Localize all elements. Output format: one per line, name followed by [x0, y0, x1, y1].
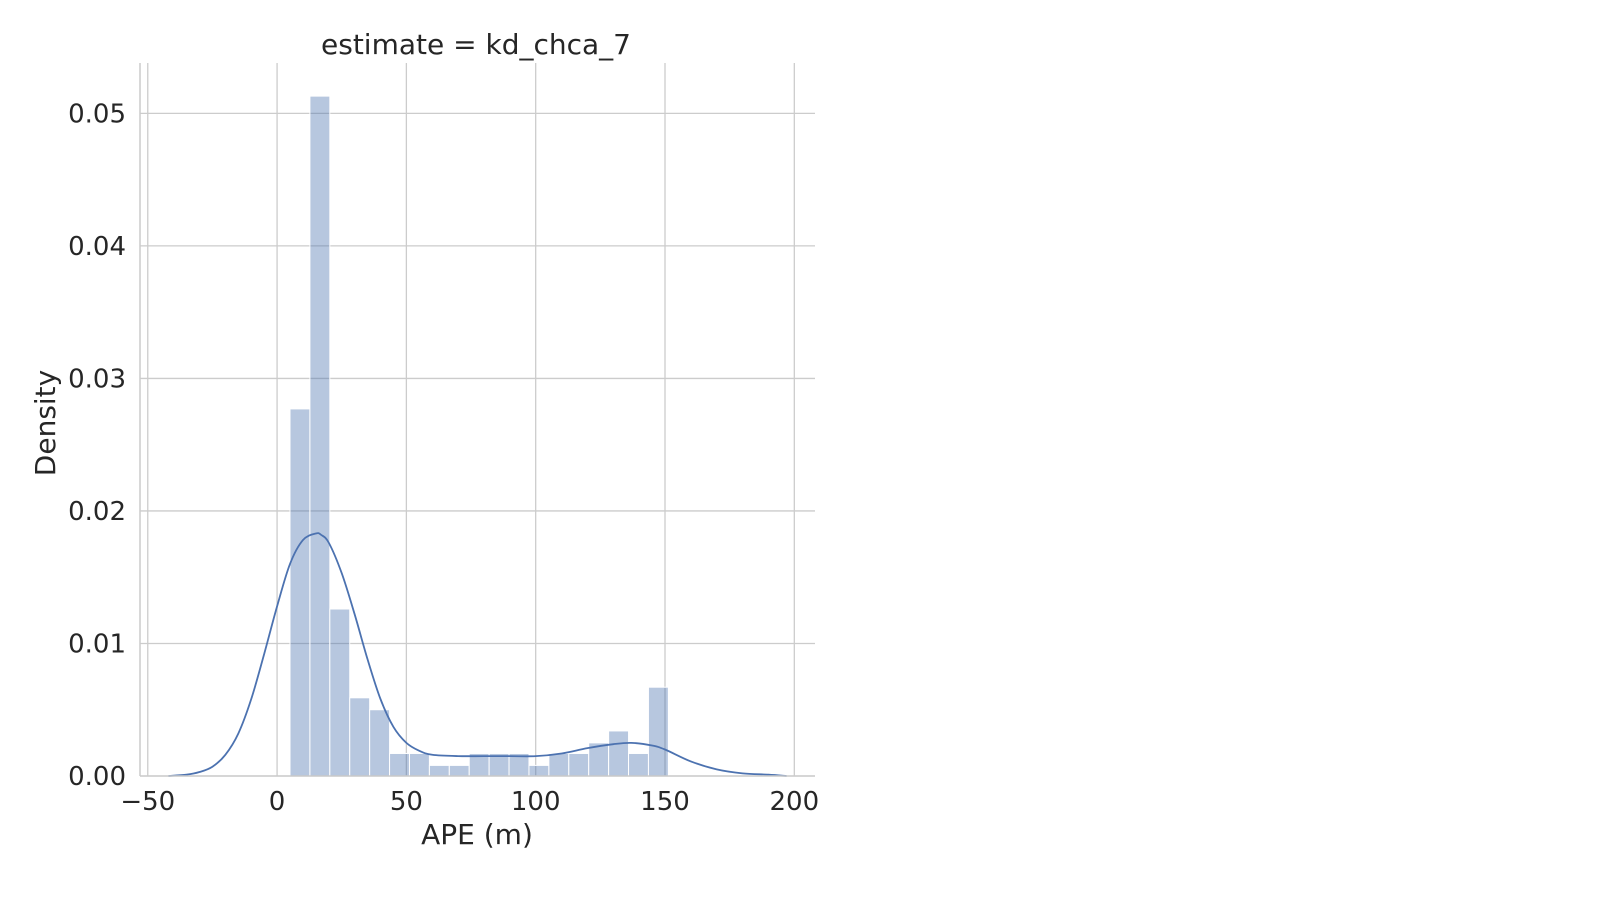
x-tick-label: 150: [640, 787, 690, 817]
y-tick-label: 0.01: [68, 629, 126, 659]
histogram-bar: [369, 709, 391, 777]
histogram-bar: [628, 752, 649, 777]
y-tick-label: 0.00: [68, 762, 126, 792]
x-tick-label: 0: [269, 787, 286, 817]
histogram-bar: [548, 752, 570, 777]
x-tick-label: −50: [120, 787, 175, 817]
histogram-bar: [568, 752, 590, 777]
histogram-bar: [329, 608, 351, 777]
y-tick-labels: 0.00 0.01 0.02 0.03 0.04 0.05: [68, 99, 126, 792]
histogram-bar: [289, 408, 311, 777]
histogram-bar: [647, 686, 669, 777]
histogram-bar: [408, 752, 430, 777]
chart-title: estimate = kd_chca_7: [321, 28, 631, 61]
grid-layer: [140, 63, 815, 777]
x-tick-labels: −50 0 50 100 150 200: [120, 787, 819, 817]
y-tick-label: 0.02: [68, 497, 126, 527]
x-tick-label: 100: [511, 787, 561, 817]
histogram-bar: [349, 697, 371, 777]
histogram-bars: [289, 95, 669, 777]
y-tick-label: 0.03: [68, 364, 126, 394]
y-tick-label: 0.04: [68, 232, 126, 262]
y-tick-label: 0.05: [68, 99, 126, 129]
histogram-bar: [528, 764, 550, 777]
histogram-bar: [389, 752, 410, 777]
x-tick-label: 50: [390, 787, 423, 817]
x-tick-label: 200: [769, 787, 819, 817]
kde-layer: [168, 532, 787, 777]
axes-layer: [139, 63, 815, 777]
kde-curve: [168, 532, 787, 777]
histogram-bar: [309, 95, 331, 777]
y-axis-title: Density: [29, 370, 62, 476]
x-axis-title: APE (m): [421, 818, 533, 851]
histogram-bar: [608, 730, 630, 777]
histogram-bar: [428, 764, 450, 777]
histogram-bar: [448, 764, 470, 777]
